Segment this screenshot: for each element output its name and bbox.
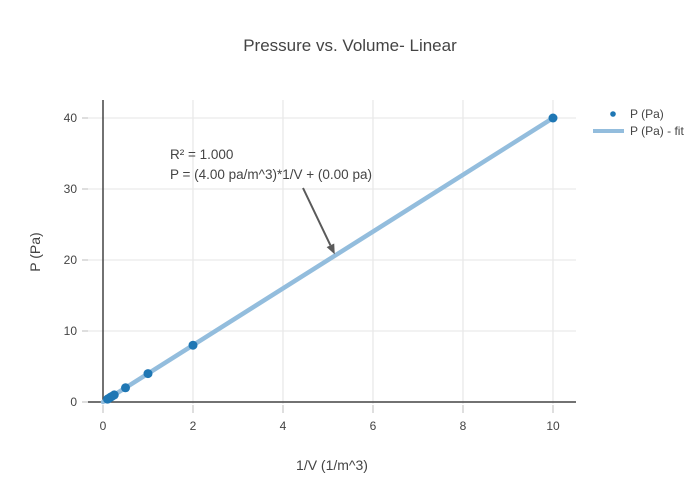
tick-label-y: 30 [64, 182, 78, 196]
data-point[interactable] [121, 383, 130, 393]
annotation-arrow [302, 187, 335, 255]
legend-label-points: P (Pa) [630, 107, 664, 121]
tick-label-x: 8 [460, 419, 467, 433]
legend-item-points[interactable]: P (Pa) [610, 107, 664, 121]
chart-title: Pressure vs. Volume- Linear [243, 36, 457, 55]
tick-label-y: 20 [64, 253, 78, 267]
axis-zerolines [88, 100, 576, 404]
data-point[interactable] [188, 340, 198, 350]
tick-label-x: 2 [190, 419, 197, 433]
legend-label-fit: P (Pa) - fit [630, 124, 684, 138]
tick-label-y: 10 [64, 324, 78, 338]
data-point[interactable] [109, 390, 119, 400]
legend-item-fit[interactable]: P (Pa) - fit [593, 124, 684, 138]
data-point[interactable] [143, 369, 153, 379]
plot-area[interactable] [100, 113, 558, 405]
tick-label-x: 6 [370, 419, 377, 433]
tick-label-y: 0 [70, 395, 77, 409]
tick-label-x: 4 [280, 419, 287, 433]
x-axis-label: 1/V (1/m^3) [296, 457, 368, 473]
y-axis-label: P (Pa) [27, 232, 43, 271]
arrow-head [326, 243, 335, 255]
tick-label-x: 10 [546, 419, 560, 433]
fit-line [100, 115, 556, 405]
tick-label-x: 0 [100, 419, 107, 433]
fit-line-series [100, 115, 556, 405]
axis-ticks [82, 117, 554, 413]
legend: P (Pa) P (Pa) - fit [593, 107, 684, 138]
annotation-equation: P = (4.00 pa/m^3)*1/V + (0.00 pa) [170, 167, 372, 182]
legend-marker-icon [610, 111, 616, 117]
data-point-series [103, 113, 558, 404]
arrow-shaft [302, 187, 332, 246]
annotation-r-squared: R² = 1.000 [170, 147, 233, 162]
axis-tick-labels: 0 2 4 6 8 10 0 10 20 30 40 [64, 111, 560, 433]
data-point[interactable] [548, 113, 558, 123]
gridlines [88, 100, 576, 404]
tick-label-y: 40 [64, 111, 78, 125]
